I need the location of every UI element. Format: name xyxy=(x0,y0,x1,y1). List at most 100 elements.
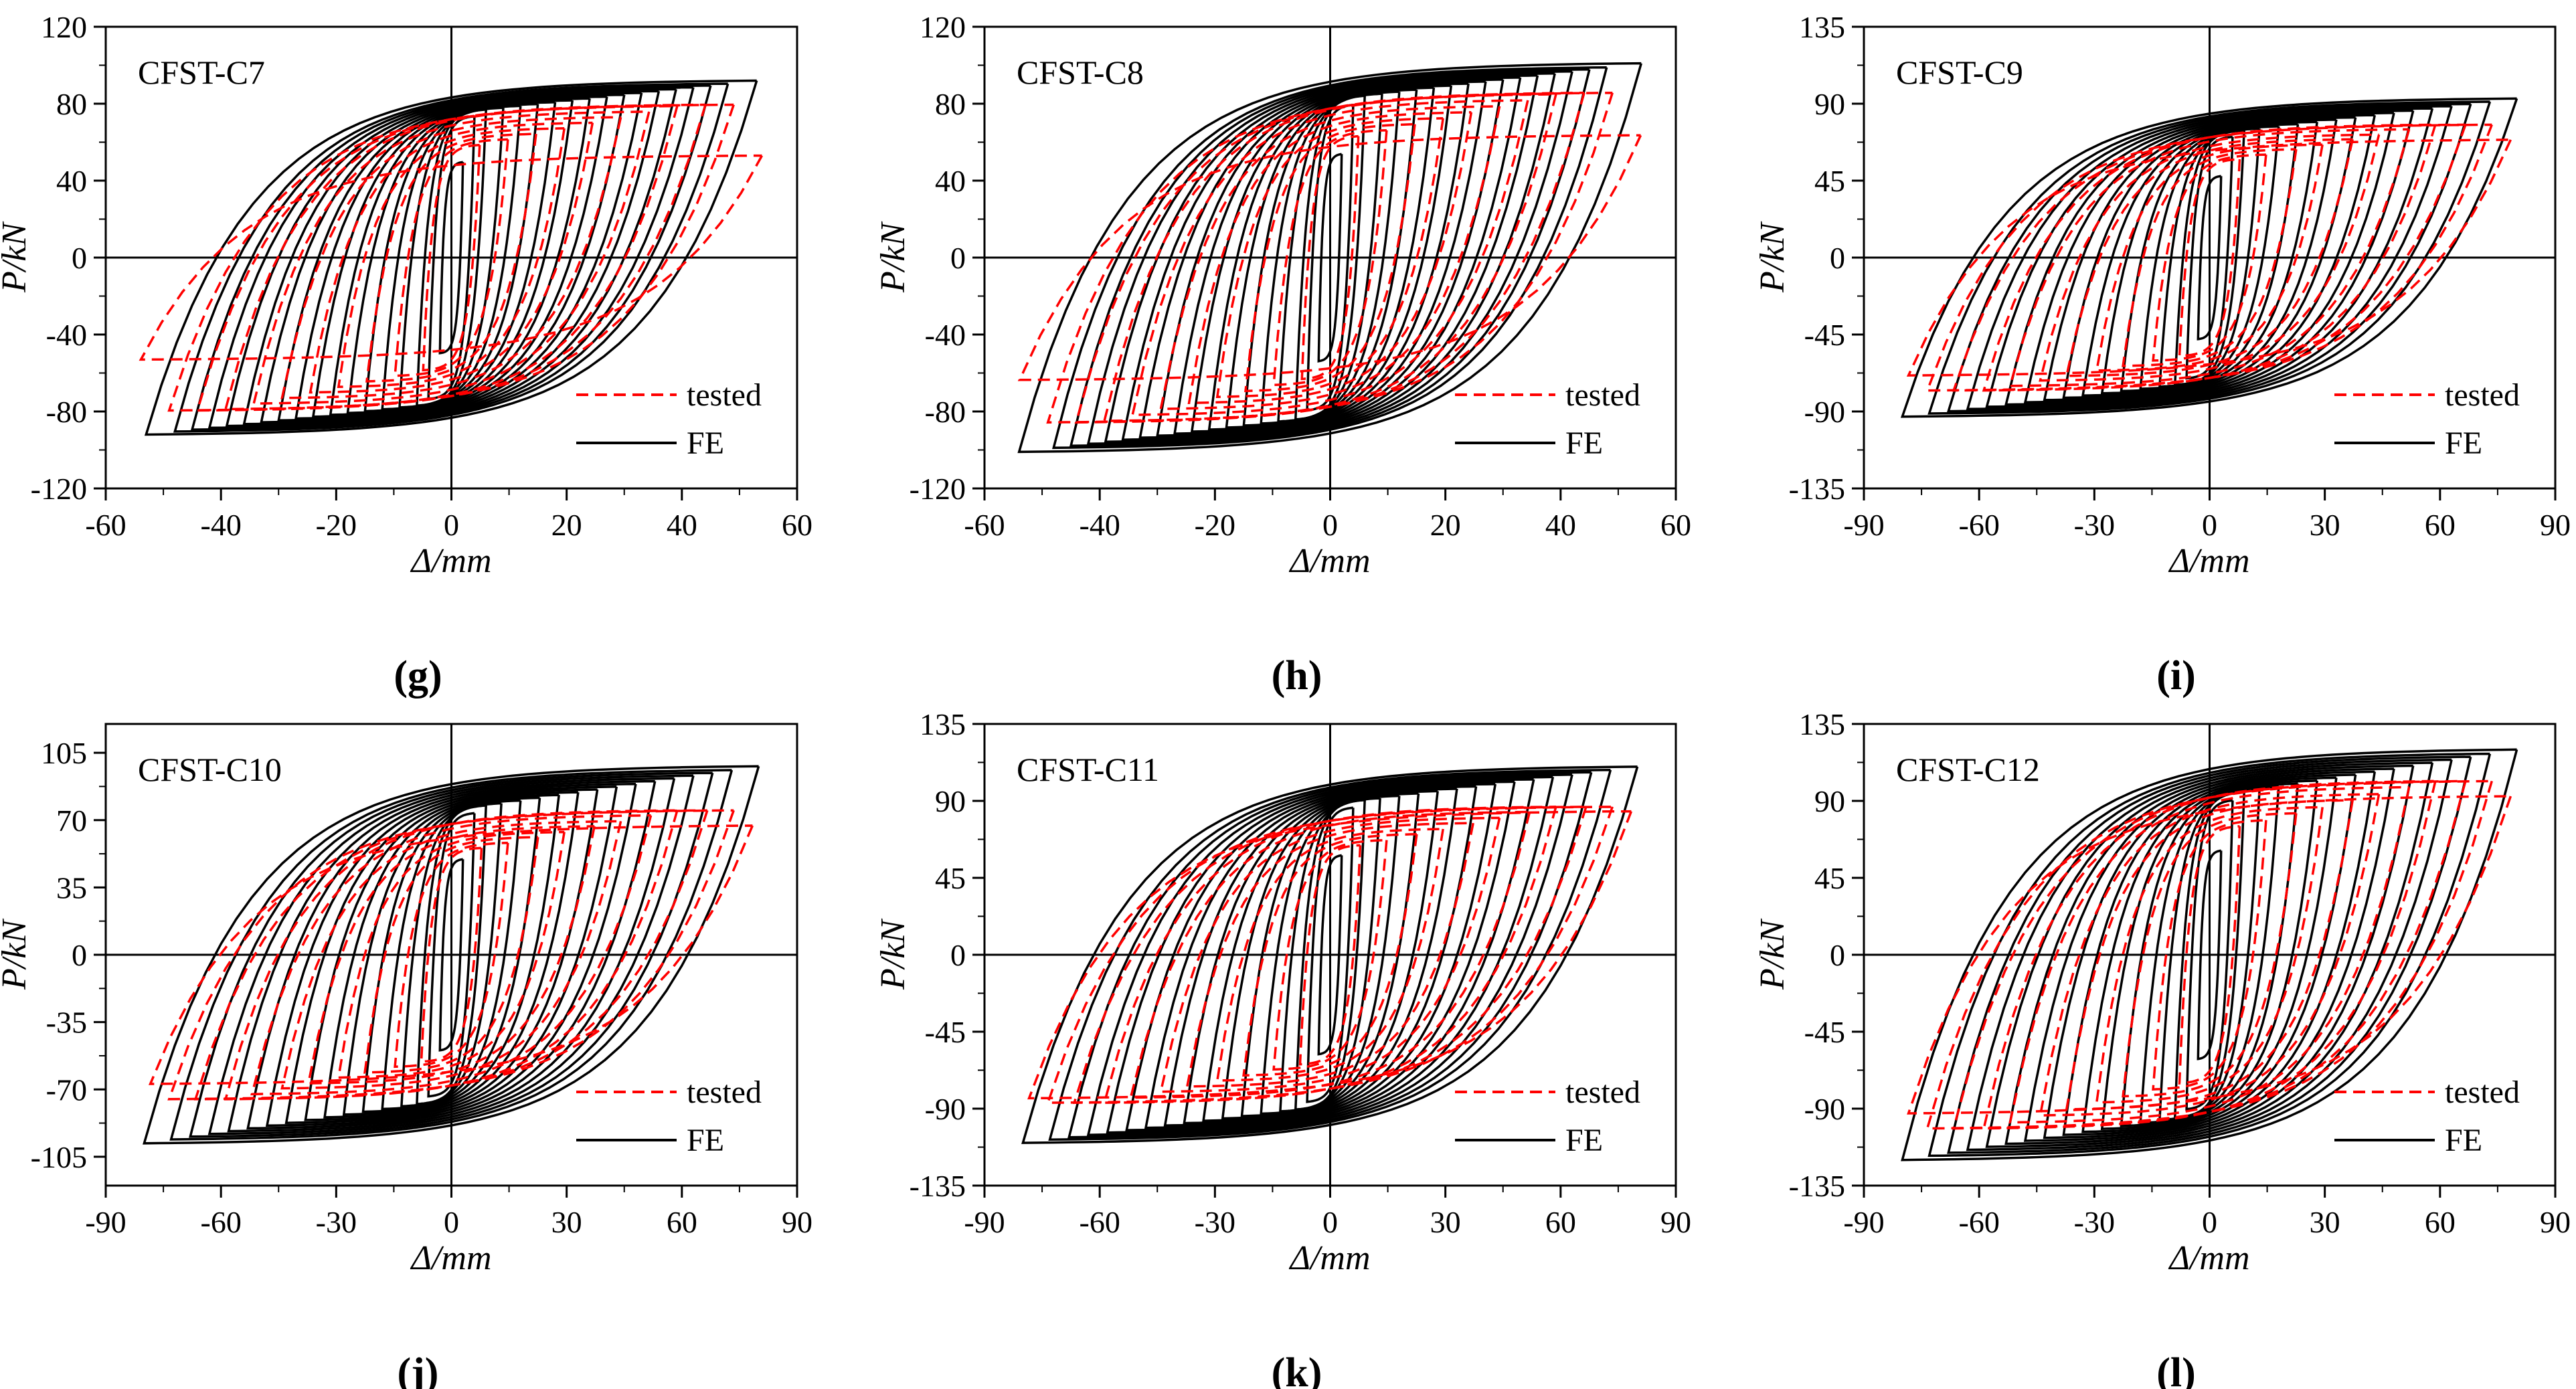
panel-label: (i) xyxy=(2156,653,2196,699)
fe-cycle xyxy=(1021,765,1639,1144)
x-tick-label: -40 xyxy=(1080,508,1120,542)
tested-cycle xyxy=(1298,844,1362,1066)
x-tick-label: 90 xyxy=(782,1205,812,1239)
x-tick-label: 60 xyxy=(782,508,812,542)
y-tick-label: 0 xyxy=(1830,938,1845,972)
y-tick-label: -80 xyxy=(46,395,87,429)
x-tick-label: -60 xyxy=(1959,1205,2000,1239)
fe-cycle xyxy=(1069,68,1591,448)
fe-cycle xyxy=(2081,776,2338,1133)
fe-cycle xyxy=(207,774,695,1135)
x-tick-label: 0 xyxy=(2202,1205,2217,1239)
tested-cycle xyxy=(1215,828,1444,1082)
x-tick-label: 20 xyxy=(1430,508,1461,542)
legend-fe-label: FE xyxy=(687,1123,724,1158)
tested-cycle xyxy=(1242,832,1418,1077)
specimen-label: CFST-C11 xyxy=(1017,751,1159,788)
y-tick-label: 0 xyxy=(72,241,87,275)
y-tick-label: 80 xyxy=(935,87,966,121)
x-tick-label: 90 xyxy=(2540,1205,2571,1239)
y-tick-label: 40 xyxy=(935,164,966,198)
x-tick-label: -40 xyxy=(201,508,242,542)
tested-cycle xyxy=(1017,134,1642,381)
legend-fe-label: FE xyxy=(2445,426,2482,461)
x-tick-label: 20 xyxy=(551,508,582,542)
x-tick-label: -60 xyxy=(1080,1205,1120,1239)
tested-cycle xyxy=(2008,128,2411,387)
tested-cycle xyxy=(363,836,539,1074)
tested-cycle xyxy=(1925,779,2493,1130)
x-tick-label: -30 xyxy=(2074,1205,2115,1239)
fe-cycle xyxy=(1947,755,2472,1154)
y-axis-label: P/kN xyxy=(1753,918,1792,990)
y-axis-label: P/kN xyxy=(874,918,912,990)
hysteresis-chart-cfst-c10: -90 -60 -30 0 30 60 90 -105 -70 -35 0 35 70 105 Δ/mm P/… xyxy=(0,723,812,1389)
y-tick-label: 35 xyxy=(56,870,87,905)
fe-cycle xyxy=(1121,74,1539,441)
x-tick-label: 0 xyxy=(444,508,459,542)
tested-cycle xyxy=(2122,148,2298,367)
legend-tested-label: tested xyxy=(1565,377,1640,413)
tested-cycle xyxy=(309,121,594,394)
y-tick-label: 80 xyxy=(56,87,87,121)
fe-cycle xyxy=(1985,107,2434,408)
tested-cycle xyxy=(224,104,679,411)
fe-cycle xyxy=(1086,70,1573,445)
tested-cycle xyxy=(2152,819,2267,1091)
tested-cycle xyxy=(365,132,537,383)
tested-cycle xyxy=(1102,93,1557,422)
fe-cycle xyxy=(1067,771,1593,1139)
fe-cycle xyxy=(1927,100,2492,415)
tested-cycle xyxy=(2039,133,2381,382)
tested-cycle xyxy=(1244,122,1416,393)
fe-cycle xyxy=(2197,849,2223,1060)
tested-cycle xyxy=(1272,128,1388,387)
fe-cycle xyxy=(1317,153,1343,363)
fe-cycle xyxy=(304,788,599,1121)
tested-cycle xyxy=(1300,134,1360,381)
y-tick-label: -45 xyxy=(1804,318,1845,352)
fe-cycle xyxy=(361,796,541,1113)
fe-cycle xyxy=(1017,62,1642,454)
tested-cycle xyxy=(2095,143,2324,372)
legend-fe-label: FE xyxy=(1565,426,1603,461)
x-axis-label: Δ/mm xyxy=(2168,542,2249,580)
plot-area xyxy=(1017,62,1642,454)
x-tick-label: -60 xyxy=(964,508,1005,542)
fe-cycle xyxy=(323,791,580,1119)
fe-cycle xyxy=(143,765,760,1145)
tested-cycle xyxy=(394,138,509,377)
fe-cycle xyxy=(2043,114,2377,401)
fe-cycle xyxy=(1317,854,1343,1056)
fe-cycle xyxy=(190,84,712,431)
y-tick-label: 45 xyxy=(1814,861,1845,895)
fe-cycle xyxy=(2100,779,2318,1131)
x-tick-label: 0 xyxy=(1322,1205,1338,1239)
specimen-label: CFST-C7 xyxy=(138,54,265,91)
tested-cycle xyxy=(2122,812,2298,1098)
fe-cycle xyxy=(427,812,476,1098)
fe-cycle xyxy=(225,88,677,428)
tested-cycle xyxy=(1185,822,1474,1088)
x-tick-label: -90 xyxy=(85,1205,126,1239)
specimen-label: CFST-C12 xyxy=(1896,751,2040,788)
fe-cycle xyxy=(342,794,560,1116)
x-axis-label: Δ/mm xyxy=(1288,542,1370,580)
tested-cycle xyxy=(2095,806,2324,1104)
tested-cycle xyxy=(167,103,735,412)
tested-cycle xyxy=(422,143,481,372)
y-tick-label: 70 xyxy=(56,804,87,838)
fe-cycle xyxy=(1173,80,1487,435)
tested-cycle xyxy=(2178,825,2241,1085)
tested-cycle xyxy=(2008,785,2411,1124)
fe-cycle xyxy=(169,769,734,1141)
panel-label: (g) xyxy=(394,653,442,699)
y-tick-label: -45 xyxy=(1804,1015,1845,1049)
fe-cycle xyxy=(1966,758,2453,1151)
y-tick-label: -80 xyxy=(925,395,966,429)
fe-cycle xyxy=(1901,748,2518,1162)
fe-cycle xyxy=(1048,769,1612,1141)
tested-cycle xyxy=(307,825,596,1085)
x-tick-label: -30 xyxy=(1195,1205,1235,1239)
tested-cycle xyxy=(1215,117,1444,398)
